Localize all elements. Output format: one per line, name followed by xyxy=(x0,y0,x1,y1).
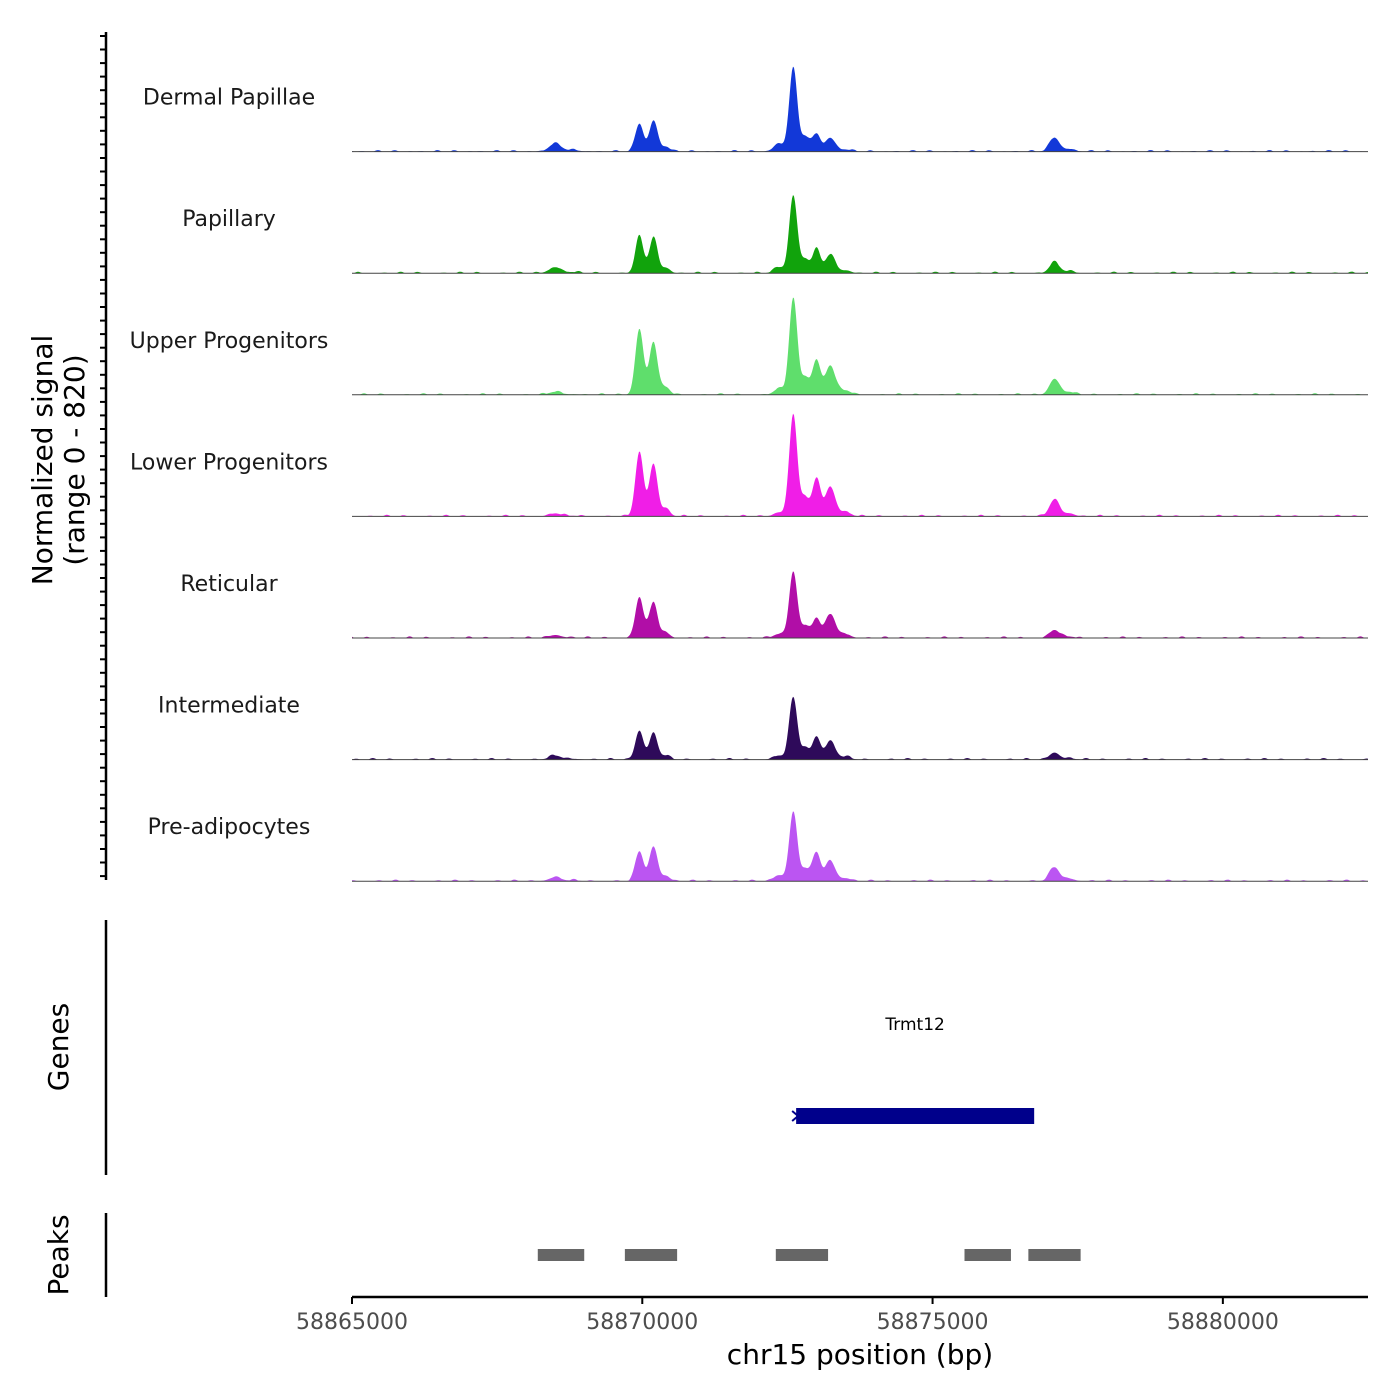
signal-area xyxy=(352,571,1368,638)
peak-region xyxy=(1028,1249,1081,1261)
gene-strand-arrow xyxy=(791,1110,799,1117)
track-dermal-papillae: Dermal Papillae xyxy=(143,66,1368,153)
signal-area xyxy=(352,696,1368,760)
signal-y-axis xyxy=(100,32,108,880)
signal-area xyxy=(352,413,1368,517)
track-pre-adipocytes: Pre-adipocytes xyxy=(148,811,1368,882)
x-tick-label: 58875000 xyxy=(877,1310,989,1335)
peaks-track xyxy=(537,1249,1081,1261)
signal-area xyxy=(352,811,1368,882)
x-tick-label: 58880000 xyxy=(1167,1310,1279,1335)
peak-region xyxy=(964,1249,1011,1261)
track-label: Papillary xyxy=(182,207,276,232)
x-axis-title: chr15 position (bp) xyxy=(727,1338,993,1371)
track-lower-progenitors: Lower Progenitors xyxy=(130,413,1368,517)
signal-area xyxy=(352,297,1368,395)
track-label: Upper Progenitors xyxy=(130,329,329,354)
genes-track: Trmt12 xyxy=(791,1015,1035,1124)
x-axis: 58865000 58870000 58875000 58880000 xyxy=(296,1295,1368,1335)
y-axis-title-line1: Normalized signal xyxy=(26,335,59,586)
signal-tracks: Dermal Papillae Papillary Upper Progenitor… xyxy=(130,66,1368,882)
x-tick-label: 58865000 xyxy=(296,1310,408,1335)
track-label: Lower Progenitors xyxy=(130,450,328,475)
track-upper-progenitors: Upper Progenitors xyxy=(130,297,1368,396)
track-papillary: Papillary xyxy=(182,195,1368,274)
signal-area xyxy=(352,66,1368,152)
gene-label: Trmt12 xyxy=(884,1015,944,1035)
peak-region xyxy=(775,1249,829,1261)
genes-track-title: Genes xyxy=(42,1003,75,1091)
gene-body xyxy=(796,1108,1035,1124)
y-axis-title-line2: (range 0 - 820) xyxy=(58,354,91,565)
track-label: Reticular xyxy=(180,572,278,597)
x-tick-label: 58870000 xyxy=(586,1310,698,1335)
peak-region xyxy=(537,1249,585,1261)
track-label: Dermal Papillae xyxy=(143,86,315,111)
track-intermediate: Intermediate xyxy=(158,694,1368,761)
peak-region xyxy=(624,1249,678,1261)
track-label: Pre-adipocytes xyxy=(148,815,311,840)
track-reticular: Reticular xyxy=(180,571,1368,639)
track-label: Intermediate xyxy=(158,694,300,719)
gene-strand-arrow xyxy=(791,1115,799,1122)
signal-area xyxy=(352,195,1368,274)
peaks-track-title: Peaks xyxy=(42,1214,75,1295)
